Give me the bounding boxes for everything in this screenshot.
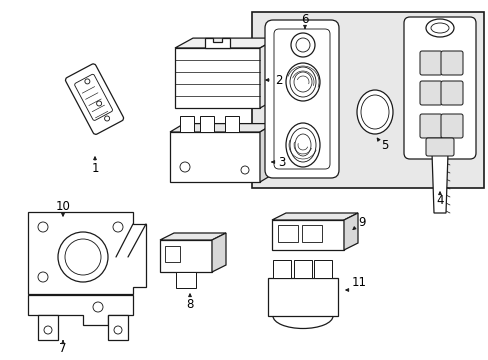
Polygon shape bbox=[180, 116, 194, 132]
Polygon shape bbox=[343, 213, 357, 250]
Polygon shape bbox=[170, 123, 273, 132]
FancyBboxPatch shape bbox=[403, 17, 475, 159]
Text: 7: 7 bbox=[59, 342, 67, 355]
Polygon shape bbox=[170, 132, 260, 182]
Polygon shape bbox=[272, 260, 290, 278]
FancyBboxPatch shape bbox=[425, 138, 453, 156]
Text: 8: 8 bbox=[186, 298, 193, 311]
Ellipse shape bbox=[356, 90, 392, 134]
Polygon shape bbox=[28, 212, 146, 294]
Polygon shape bbox=[271, 213, 357, 220]
Polygon shape bbox=[313, 260, 331, 278]
Text: 6: 6 bbox=[301, 13, 308, 26]
Ellipse shape bbox=[285, 63, 319, 101]
Text: 4: 4 bbox=[435, 194, 443, 207]
Text: 3: 3 bbox=[278, 156, 285, 168]
FancyBboxPatch shape bbox=[440, 51, 462, 75]
Polygon shape bbox=[28, 295, 133, 325]
FancyBboxPatch shape bbox=[419, 114, 441, 138]
Polygon shape bbox=[38, 315, 58, 340]
Polygon shape bbox=[108, 315, 128, 340]
FancyBboxPatch shape bbox=[419, 51, 441, 75]
Text: 10: 10 bbox=[56, 199, 70, 212]
FancyBboxPatch shape bbox=[440, 114, 462, 138]
FancyBboxPatch shape bbox=[440, 81, 462, 105]
Ellipse shape bbox=[425, 19, 453, 37]
Text: 11: 11 bbox=[351, 275, 366, 288]
Polygon shape bbox=[204, 38, 229, 48]
Polygon shape bbox=[160, 240, 212, 272]
Text: 9: 9 bbox=[357, 216, 365, 229]
FancyBboxPatch shape bbox=[419, 81, 441, 105]
Polygon shape bbox=[260, 38, 278, 108]
Polygon shape bbox=[160, 233, 225, 240]
Text: 5: 5 bbox=[380, 139, 387, 152]
Circle shape bbox=[290, 33, 314, 57]
Polygon shape bbox=[175, 48, 260, 108]
Polygon shape bbox=[271, 220, 343, 250]
Circle shape bbox=[58, 232, 108, 282]
Polygon shape bbox=[176, 272, 196, 288]
Polygon shape bbox=[431, 153, 447, 213]
Text: 1: 1 bbox=[91, 162, 99, 175]
FancyBboxPatch shape bbox=[264, 20, 338, 178]
Ellipse shape bbox=[285, 123, 319, 167]
Polygon shape bbox=[293, 260, 311, 278]
Polygon shape bbox=[267, 278, 337, 316]
Bar bbox=[251, 12, 483, 188]
Polygon shape bbox=[224, 116, 239, 132]
Polygon shape bbox=[175, 38, 278, 48]
Polygon shape bbox=[260, 123, 273, 182]
Polygon shape bbox=[200, 116, 214, 132]
Text: 2: 2 bbox=[274, 73, 282, 86]
Polygon shape bbox=[212, 233, 225, 272]
